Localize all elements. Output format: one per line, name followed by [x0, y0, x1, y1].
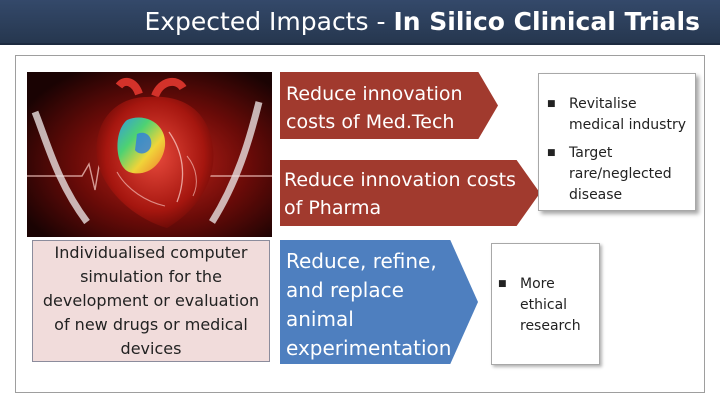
- medtech-cost-arrow: Reduce innovation costs of Med.Tech: [280, 72, 498, 139]
- animal-experimentation-label: Reduce, refine, and replace animal exper…: [286, 249, 452, 360]
- list-item: ■ More ethical research: [498, 274, 595, 337]
- bullet-text: More ethical research: [520, 276, 581, 334]
- description-text: Individualised computer simulation for t…: [42, 243, 260, 358]
- content-frame: [15, 55, 705, 393]
- slide-title: Expected Impacts - In Silico Clinical Tr…: [144, 5, 700, 39]
- list-item: ■ Target rare/neglected disease: [547, 143, 689, 206]
- heart-simulation-image: [27, 72, 272, 237]
- square-bullet-icon: ■: [498, 279, 507, 289]
- medtech-cost-label: Reduce innovation costs of Med.Tech: [286, 83, 463, 133]
- bullet-text: Revitalise medical industry: [569, 96, 686, 133]
- description-box: Individualised computer simulation for t…: [32, 240, 270, 362]
- bullet-text: Target rare/neglected disease: [569, 145, 672, 203]
- slide-title-prefix: Expected Impacts -: [144, 7, 394, 36]
- list-item: ■ Revitalise medical industry: [547, 94, 689, 136]
- slide-title-emphasis: In Silico Clinical Trials: [393, 7, 700, 36]
- pharma-cost-label: Reduce innovation costs of Pharma: [284, 169, 516, 219]
- ethics-impact-box: ■ More ethical research: [491, 243, 600, 365]
- square-bullet-icon: ■: [547, 148, 556, 158]
- animal-experimentation-arrow: Reduce, refine, and replace animal exper…: [280, 240, 478, 364]
- pharma-cost-arrow: Reduce innovation costs of Pharma: [280, 160, 540, 226]
- square-bullet-icon: ■: [547, 99, 556, 109]
- industry-impact-box: ■ Revitalise medical industry ■ Target r…: [538, 73, 696, 211]
- title-bar: Expected Impacts - In Silico Clinical Tr…: [0, 0, 720, 45]
